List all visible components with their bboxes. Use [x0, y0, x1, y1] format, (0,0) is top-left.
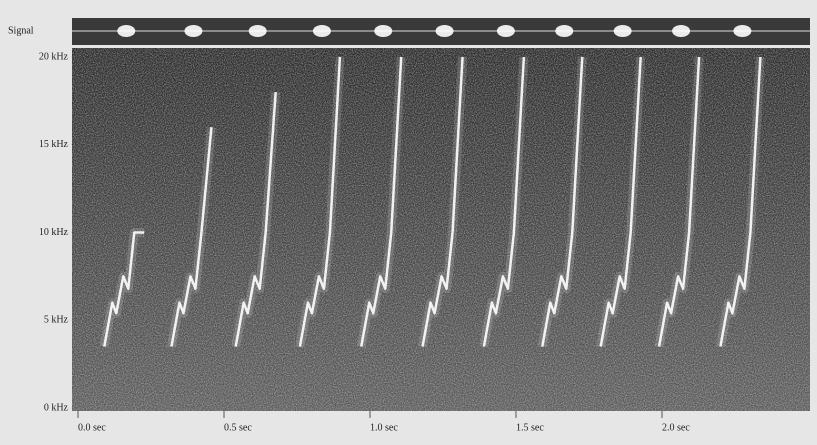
y-tick-label: 20 kHz	[39, 51, 69, 62]
call	[103, 231, 145, 347]
call	[719, 56, 762, 347]
signal-burst	[248, 25, 267, 37]
signal-burst	[312, 25, 331, 37]
y-tick-label: 15 kHz	[39, 139, 69, 150]
call	[170, 127, 213, 347]
signal-burst	[374, 25, 393, 37]
call	[482, 56, 526, 347]
x-tick-label: 2.0 sec	[662, 422, 690, 433]
signal-burst	[184, 25, 203, 37]
signal-burst	[733, 25, 752, 37]
signal-burst	[435, 25, 454, 37]
call	[360, 56, 403, 347]
call	[657, 56, 701, 347]
signal-burst	[555, 25, 574, 37]
y-tick-label: 0 kHz	[44, 402, 69, 413]
call	[541, 56, 584, 347]
x-tick-label: 0.0 sec	[78, 422, 106, 433]
signal-burst	[496, 25, 515, 37]
y-tick-label: 5 kHz	[44, 315, 69, 326]
x-tick-label: 1.0 sec	[370, 422, 398, 433]
signal-burst	[117, 25, 136, 37]
call	[421, 56, 464, 347]
call	[234, 92, 277, 347]
x-tick-label: 0.5 sec	[224, 422, 252, 433]
noise-texture	[72, 48, 810, 411]
signal-label: Signal	[8, 25, 34, 36]
call	[599, 56, 642, 347]
x-tick-label: 1.5 sec	[516, 422, 544, 433]
y-tick-label: 10 kHz	[39, 227, 69, 238]
signal-burst	[672, 25, 691, 37]
signal-burst	[613, 25, 632, 37]
call	[298, 56, 342, 347]
